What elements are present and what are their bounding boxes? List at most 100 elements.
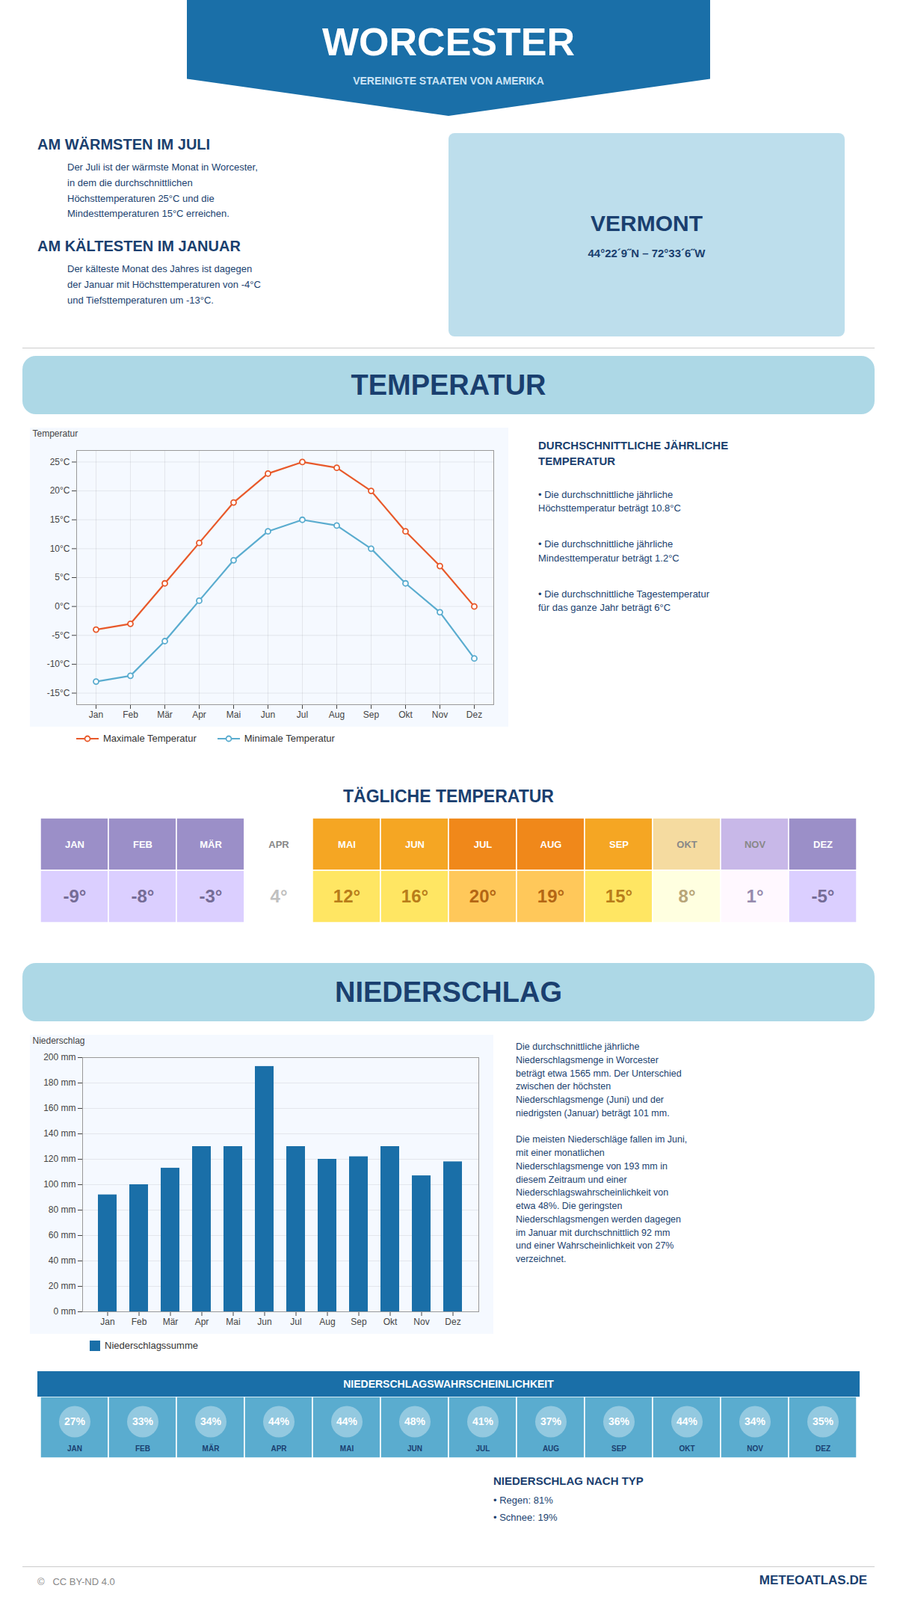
html-text:Die durchschnittliche jährlich: Die durchschnittliche jährliche Niedersc… bbox=[515, 1041, 688, 1265]
svg-text:44%: 44% bbox=[676, 1415, 699, 1427]
svg-text:80 mm: 80 mm bbox=[48, 1204, 77, 1215]
svg-text:FEB: FEB bbox=[133, 838, 153, 850]
svg-text:27%: 27% bbox=[64, 1415, 86, 1427]
svg-text:180 mm: 180 mm bbox=[43, 1077, 76, 1088]
svg-text:JUL: JUL bbox=[473, 838, 493, 850]
svg-text:25°C: 25°C bbox=[50, 456, 71, 468]
svg-text:140 mm: 140 mm bbox=[43, 1127, 76, 1139]
svg-text:APR: APR bbox=[270, 1444, 288, 1453]
svg-text:44%: 44% bbox=[336, 1415, 359, 1427]
svg-text:-3°: -3° bbox=[199, 885, 223, 906]
svg-text:Nov: Nov bbox=[432, 709, 448, 720]
svg-text:Feb: Feb bbox=[122, 709, 139, 720]
svg-text:20 mm: 20 mm bbox=[48, 1280, 77, 1291]
svg-text:Jun: Jun bbox=[260, 709, 276, 720]
svg-text:40 mm: 40 mm bbox=[48, 1255, 77, 1266]
svg-text:Jul: Jul bbox=[296, 709, 308, 720]
svg-text:JAN: JAN bbox=[65, 838, 85, 850]
svg-text:20°: 20° bbox=[469, 885, 497, 906]
svg-text:10°C: 10°C bbox=[50, 543, 71, 554]
svg-text:NOV: NOV bbox=[744, 838, 767, 850]
svg-text:OKT: OKT bbox=[678, 1444, 695, 1453]
svg-text:JAN: JAN bbox=[67, 1444, 83, 1453]
svg-text:Temperatur: Temperatur bbox=[32, 428, 79, 439]
svg-text:OKT: OKT bbox=[676, 838, 698, 850]
svg-text:1°: 1° bbox=[746, 885, 764, 906]
svg-text:16°: 16° bbox=[401, 885, 429, 906]
svg-text:-5°: -5° bbox=[811, 885, 835, 906]
svg-text:FEB: FEB bbox=[135, 1444, 151, 1453]
svg-text:Nov: Nov bbox=[413, 1316, 430, 1327]
svg-text:20°C: 20°C bbox=[50, 485, 71, 496]
svg-text:37%: 37% bbox=[540, 1415, 563, 1427]
svg-text:MÄR: MÄR bbox=[202, 1443, 221, 1453]
svg-text:41%: 41% bbox=[472, 1415, 495, 1427]
svg-text:33%: 33% bbox=[132, 1415, 154, 1427]
svg-text:APR: APR bbox=[268, 838, 290, 850]
svg-text:SEP: SEP bbox=[609, 838, 629, 850]
html-text:Der Juli ist der wärmste Monat: Der Juli ist der wärmste Monat in Worces… bbox=[67, 161, 258, 220]
html-text:TEMPERATUR: TEMPERATUR bbox=[350, 368, 547, 401]
svg-text:-10°C: -10°C bbox=[47, 658, 71, 670]
svg-text:Mai: Mai bbox=[225, 1316, 240, 1327]
svg-text:60 mm: 60 mm bbox=[48, 1229, 77, 1241]
svg-text:15°C: 15°C bbox=[50, 514, 71, 525]
svg-text:Mai: Mai bbox=[226, 709, 241, 720]
html-text:WORCESTER: WORCESTER bbox=[322, 20, 575, 64]
svg-text:AUG: AUG bbox=[542, 1444, 560, 1453]
svg-text:48%: 48% bbox=[404, 1415, 427, 1427]
svg-text:44%: 44% bbox=[268, 1415, 291, 1427]
svg-text:-15°C: -15°C bbox=[47, 687, 71, 699]
svg-text:12°: 12° bbox=[333, 885, 361, 906]
svg-text:Niederschlag: Niederschlag bbox=[32, 1035, 86, 1046]
svg-text:JUL: JUL bbox=[476, 1444, 491, 1453]
svg-text:Apr: Apr bbox=[192, 709, 207, 720]
svg-text:DEZ: DEZ bbox=[815, 1444, 831, 1453]
svg-text:Jun: Jun bbox=[257, 1316, 272, 1327]
svg-text:34%: 34% bbox=[744, 1415, 767, 1427]
svg-text:Apr: Apr bbox=[195, 1316, 210, 1327]
svg-text:35%: 35% bbox=[812, 1415, 835, 1427]
svg-text:MAI: MAI bbox=[340, 1444, 355, 1453]
svg-text:0 mm: 0 mm bbox=[53, 1305, 77, 1317]
svg-text:Dez: Dez bbox=[466, 709, 483, 720]
svg-text:0°C: 0°C bbox=[54, 600, 70, 612]
svg-text:19°: 19° bbox=[537, 885, 565, 906]
svg-text:120 mm: 120 mm bbox=[43, 1153, 76, 1164]
svg-text:Mär: Mär bbox=[156, 709, 173, 720]
svg-text:Jan: Jan bbox=[100, 1316, 115, 1327]
svg-text:34%: 34% bbox=[200, 1415, 223, 1427]
svg-text:Mär: Mär bbox=[162, 1316, 179, 1327]
svg-text:Jan: Jan bbox=[88, 709, 104, 720]
svg-text:Jul: Jul bbox=[290, 1316, 302, 1327]
svg-text:5°C: 5°C bbox=[54, 571, 70, 583]
svg-text:NOV: NOV bbox=[746, 1444, 764, 1453]
svg-text:MÄR: MÄR bbox=[199, 838, 223, 850]
svg-text:-8°: -8° bbox=[131, 885, 155, 906]
svg-text:JUN: JUN bbox=[405, 838, 425, 850]
svg-text:4°: 4° bbox=[270, 885, 288, 906]
svg-text:15°: 15° bbox=[605, 885, 633, 906]
svg-text:Sep: Sep bbox=[363, 709, 380, 720]
svg-text:160 mm: 160 mm bbox=[43, 1102, 76, 1114]
html-text:Der kälteste Monat des Jahres: Der kälteste Monat des Jahres ist dagege… bbox=[67, 263, 261, 306]
svg-text:Aug: Aug bbox=[319, 1316, 335, 1327]
svg-text:8°: 8° bbox=[678, 885, 696, 906]
svg-text:200 mm: 200 mm bbox=[43, 1051, 76, 1063]
svg-text:Dez: Dez bbox=[444, 1316, 461, 1327]
svg-text:Aug: Aug bbox=[328, 709, 345, 720]
svg-text:SEP: SEP bbox=[611, 1444, 627, 1453]
svg-text:Sep: Sep bbox=[350, 1316, 368, 1327]
svg-text:DEZ: DEZ bbox=[813, 838, 833, 850]
svg-text:Feb: Feb bbox=[131, 1316, 148, 1327]
svg-text:JUN: JUN bbox=[407, 1444, 423, 1453]
svg-text:36%: 36% bbox=[608, 1415, 631, 1427]
svg-text:Okt: Okt bbox=[398, 709, 413, 720]
svg-text:AUG: AUG bbox=[540, 838, 563, 850]
svg-text:100 mm: 100 mm bbox=[43, 1178, 76, 1190]
svg-text:Okt: Okt bbox=[383, 1316, 398, 1327]
svg-text:MAI: MAI bbox=[337, 838, 356, 850]
html-text:NIEDERSCHLAG: NIEDERSCHLAG bbox=[334, 975, 563, 1008]
svg-text:-9°: -9° bbox=[63, 885, 87, 906]
svg-text:-5°C: -5°C bbox=[51, 630, 70, 641]
